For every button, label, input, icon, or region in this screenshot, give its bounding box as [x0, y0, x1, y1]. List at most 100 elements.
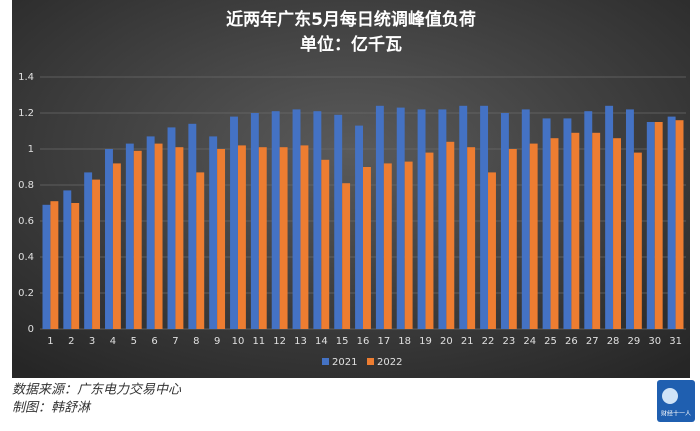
bar	[237, 145, 246, 329]
x-tick-label: 19	[419, 336, 432, 347]
bar	[563, 118, 572, 330]
bar	[175, 147, 184, 329]
bar	[521, 109, 530, 330]
x-tick-label: 22	[482, 336, 495, 347]
bar	[508, 149, 517, 329]
x-tick-label: 20	[440, 336, 453, 347]
bar	[417, 109, 426, 330]
y-tick-label: 0.6	[18, 216, 34, 227]
x-tick-label: 27	[586, 336, 599, 347]
bar	[383, 163, 392, 329]
x-tick-label: 15	[336, 336, 349, 347]
bar	[271, 111, 280, 329]
bar	[571, 132, 580, 329]
x-tick-label: 29	[628, 336, 641, 347]
legend-label: 2021	[332, 357, 357, 368]
bar	[646, 122, 655, 329]
bar	[342, 183, 351, 329]
logo-text: 财经十一人	[661, 410, 691, 418]
x-tick-label: 6	[151, 336, 157, 347]
bar	[500, 113, 509, 329]
x-tick-label: 4	[110, 336, 116, 347]
bar	[654, 122, 663, 329]
x-tick-label: 12	[273, 336, 286, 347]
x-tick-label: 25	[544, 336, 557, 347]
bar	[529, 143, 538, 329]
bar	[71, 203, 80, 329]
y-tick-label: 1.2	[18, 108, 34, 119]
bar	[375, 105, 384, 329]
bar	[480, 105, 489, 329]
bar	[488, 172, 496, 329]
bar	[125, 143, 134, 329]
x-tick-label: 9	[214, 336, 220, 347]
bar	[446, 141, 455, 329]
bar	[363, 167, 371, 329]
bar	[167, 127, 176, 330]
bar	[550, 138, 559, 329]
y-tick-label: 1	[28, 144, 34, 155]
y-tick-label: 0.2	[18, 288, 34, 299]
bar	[279, 147, 288, 329]
x-tick-label: 11	[252, 336, 265, 347]
x-tick-label: 5	[131, 336, 137, 347]
logo-globe	[662, 388, 678, 404]
x-tick-label: 17	[377, 336, 390, 347]
bar	[292, 109, 301, 330]
x-tick-label: 16	[357, 336, 370, 347]
x-tick-label: 2	[68, 336, 74, 347]
bar	[84, 172, 93, 329]
author-note: 制图：韩舒淋	[12, 401, 92, 416]
bar	[300, 145, 309, 329]
x-tick-label: 7	[172, 336, 178, 347]
y-tick-label: 0	[28, 324, 34, 335]
bar	[217, 149, 226, 329]
x-tick-label: 13	[294, 336, 307, 347]
legend-swatch	[322, 358, 329, 365]
bar	[625, 109, 634, 330]
bar	[334, 114, 343, 329]
y-tick-label: 0.4	[18, 252, 34, 263]
bar	[592, 132, 601, 329]
bar	[438, 109, 447, 330]
source-note: 数据来源：广东电力交易中心	[12, 382, 182, 398]
x-tick-label: 24	[523, 336, 536, 347]
y-tick-label: 0.8	[18, 180, 34, 191]
bar	[250, 113, 259, 329]
bar	[209, 136, 218, 329]
bar	[321, 159, 330, 329]
x-tick-label: 18	[398, 336, 411, 347]
bar	[542, 118, 551, 330]
x-tick-label: 31	[669, 336, 682, 347]
x-tick-label: 21	[461, 336, 474, 347]
bar	[105, 149, 113, 329]
x-tick-label: 30	[648, 336, 661, 347]
x-tick-label: 3	[89, 336, 95, 347]
bar	[112, 163, 121, 329]
x-tick-label: 14	[315, 336, 328, 347]
bar	[50, 201, 59, 329]
bar	[133, 150, 142, 329]
bar	[154, 143, 163, 329]
bar	[355, 125, 363, 329]
bar	[404, 161, 413, 329]
bar	[313, 111, 322, 329]
bar	[675, 120, 684, 329]
bar	[188, 123, 197, 329]
bar	[605, 105, 614, 329]
bar	[230, 116, 238, 329]
chart-subtitle: 单位：亿千瓦	[300, 34, 402, 55]
x-tick-label: 28	[607, 336, 620, 347]
x-tick-label: 1	[47, 336, 53, 347]
bar	[633, 152, 642, 329]
y-tick-label: 1.4	[18, 72, 34, 83]
bar	[584, 111, 593, 329]
bar	[459, 105, 468, 329]
bar	[146, 136, 155, 329]
x-tick-label: 10	[232, 336, 245, 347]
bar	[613, 138, 621, 329]
bar	[42, 204, 51, 329]
bar	[396, 107, 405, 329]
